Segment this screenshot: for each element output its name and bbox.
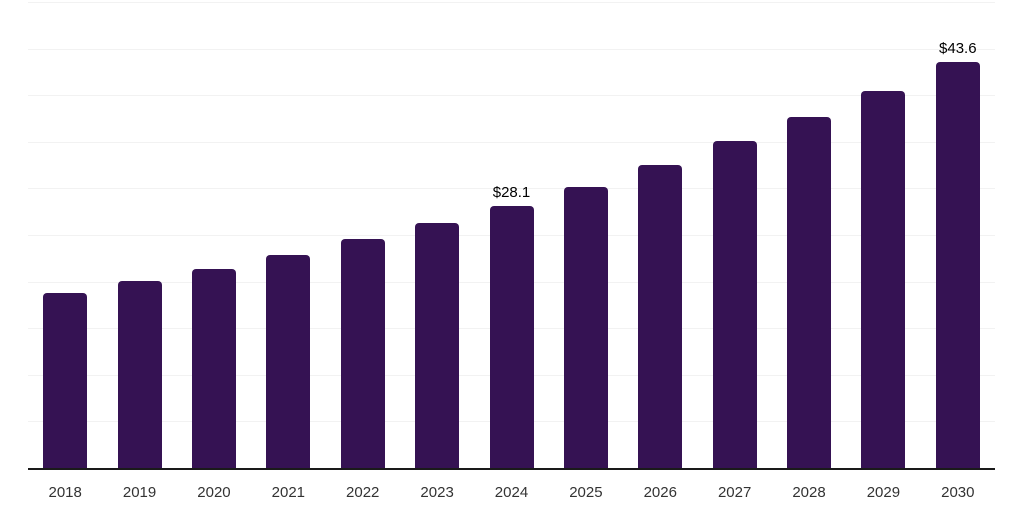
bar-2020: [191, 268, 236, 468]
bar-value-label-2024: $28.1: [492, 184, 531, 202]
x-tick-label-2020: 2020: [197, 484, 231, 501]
gridline-35: [28, 141, 995, 143]
bar-2025: [563, 186, 608, 468]
x-tick-label-2018: 2018: [48, 484, 82, 501]
x-tick-label-2023: 2023: [420, 484, 454, 501]
gridline-30: [28, 188, 995, 190]
x-tick-label-2024: 2024: [494, 484, 529, 501]
x-tick-label-2022: 2022: [346, 484, 380, 501]
x-tick-label-2030: 2030: [941, 484, 975, 501]
x-tick-label-2028: 2028: [792, 484, 826, 501]
bar-2029: [861, 90, 906, 468]
x-axis: 2018 2019 2020 2021 2022 2023 2024 2025 2026 2027…: [28, 484, 995, 506]
bar-2018: [43, 292, 88, 468]
bar-2028: [787, 116, 832, 468]
x-tick-label-2029: 2029: [866, 484, 901, 501]
bar-2026: [638, 165, 683, 468]
x-tick-label-2027: 2027: [717, 484, 752, 501]
bar-2021: [266, 254, 311, 468]
bar-2024: [489, 206, 534, 468]
gridline-50: [28, 2, 995, 3]
x-tick-label-2019: 2019: [122, 484, 157, 501]
bar-value-label-2030: $43.6: [939, 39, 977, 57]
gridline-40: [28, 95, 995, 97]
bar-2030: [935, 61, 980, 468]
bar-2023: [415, 222, 460, 468]
x-tick-label-2021: 2021: [271, 484, 306, 501]
bar-2027: [712, 140, 757, 468]
x-tick-label-2025: 2025: [569, 484, 603, 501]
bar-2019: [117, 280, 162, 468]
gridline-45: [28, 48, 995, 50]
plot-area: $28.1 $43.6: [28, 2, 995, 470]
bar-2022: [340, 238, 385, 468]
x-tick-label-2026: 2026: [643, 484, 677, 501]
